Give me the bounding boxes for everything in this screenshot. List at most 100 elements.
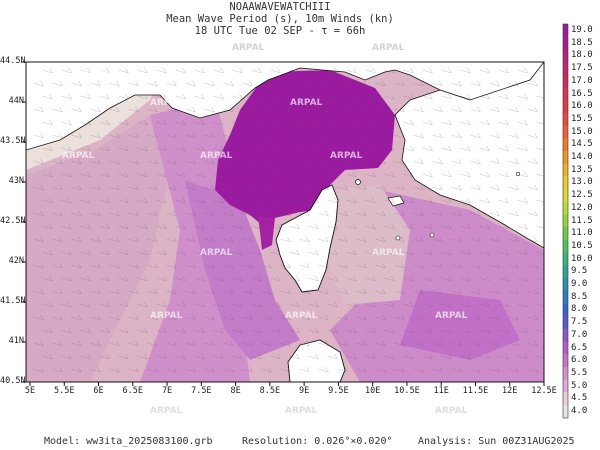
wind-barb <box>147 184 158 191</box>
wind-barb <box>213 301 224 308</box>
wind-barb <box>118 119 129 126</box>
wind-barb <box>394 106 405 113</box>
wind-barb <box>489 314 500 321</box>
wind-barb <box>299 210 310 217</box>
colorbar-swatch <box>563 74 568 88</box>
wind-barb <box>52 236 63 243</box>
wind-barb <box>156 67 167 74</box>
wind-barb <box>375 210 386 217</box>
wind-barb <box>441 119 452 126</box>
wind-barb <box>42 353 53 360</box>
wind-barb <box>128 366 139 373</box>
wind-barb <box>280 314 291 321</box>
colorbar-label: 4.0 <box>571 406 588 416</box>
wind-barb <box>356 80 367 87</box>
wind-barb <box>109 288 120 295</box>
wind-barb <box>185 210 196 217</box>
wind-barb <box>289 171 300 178</box>
wind-barb <box>413 132 424 139</box>
wind-barb <box>403 197 414 204</box>
wind-barb <box>251 353 262 360</box>
wind-barb <box>109 106 120 113</box>
wind-barb <box>185 80 196 87</box>
wind-barb <box>403 249 414 256</box>
wind-barb <box>156 145 167 152</box>
wind-barb <box>451 80 462 87</box>
wind-barb <box>479 327 490 334</box>
wind-barb <box>52 288 63 295</box>
wind-barb <box>61 301 72 308</box>
wind-barb <box>71 184 82 191</box>
wind-barb <box>166 340 177 347</box>
wind-barb <box>33 314 44 321</box>
wind-barb <box>251 67 262 74</box>
wind-barb <box>479 145 490 152</box>
wind-barb <box>375 366 386 373</box>
wind-barb <box>289 301 300 308</box>
wind-barb <box>403 93 414 100</box>
colorbar-label: 18.5 <box>571 37 593 48</box>
wind-barb <box>327 249 338 256</box>
wind-barb <box>242 366 253 373</box>
wind-barb <box>546 289 556 294</box>
wind-barb <box>318 314 329 321</box>
wind-barb <box>479 249 490 256</box>
wind-barb <box>299 288 310 295</box>
wind-barb <box>365 67 376 74</box>
wind-barb <box>432 184 443 191</box>
colorbar-swatch <box>563 290 568 304</box>
colorbar-label: 14.0 <box>571 152 593 162</box>
wind-barb <box>394 210 405 217</box>
wind-barb <box>261 314 272 321</box>
wind-barb <box>365 223 376 230</box>
wind-barb <box>479 93 490 100</box>
wind-barb <box>299 262 310 269</box>
wind-barb <box>90 340 101 347</box>
wind-barb <box>99 327 110 334</box>
wind-barb <box>251 301 262 308</box>
wind-barb <box>413 340 424 347</box>
wind-barb <box>479 67 490 74</box>
wind-barb <box>470 132 481 139</box>
wind-barb <box>109 314 120 321</box>
wind-barb <box>356 158 367 165</box>
colorbar-label: 17.0 <box>571 75 593 86</box>
wind-barb <box>261 106 272 113</box>
wind-barb <box>194 223 205 230</box>
wind-barb <box>451 184 462 191</box>
wind-barb <box>194 93 205 100</box>
wind-barb <box>346 145 357 152</box>
wind-barb <box>280 340 291 347</box>
watermark: ARPAL <box>232 43 265 53</box>
watermark: ARPAL <box>372 43 405 53</box>
wind-barb <box>213 353 224 360</box>
wind-barb <box>194 171 205 178</box>
wind-barb <box>432 366 443 373</box>
wind-barb <box>185 158 196 165</box>
wind-barb <box>451 158 462 165</box>
wind-barb <box>346 223 357 230</box>
watermark: ARPAL <box>372 248 405 258</box>
wind-barb <box>403 275 414 282</box>
wind-barb <box>394 132 405 139</box>
wind-barb <box>194 275 205 282</box>
wind-barb <box>289 275 300 282</box>
wind-barb <box>80 275 91 282</box>
wind-barb <box>337 340 348 347</box>
wind-barb <box>527 184 538 191</box>
wind-barb <box>71 210 82 217</box>
wind-barb <box>470 158 481 165</box>
wind-barb <box>460 119 471 126</box>
wind-barb <box>308 67 319 74</box>
wind-barb <box>365 249 376 256</box>
wind-barb <box>33 132 44 139</box>
wind-barb <box>80 145 91 152</box>
wind-barb <box>546 81 556 86</box>
wind-barb <box>185 236 196 243</box>
wind-barb <box>42 145 53 152</box>
island-elba <box>387 195 405 207</box>
watermark: ARPAL <box>435 98 468 108</box>
wind-barb <box>223 236 234 243</box>
wind-barb <box>204 314 215 321</box>
wind-barb <box>166 262 177 269</box>
